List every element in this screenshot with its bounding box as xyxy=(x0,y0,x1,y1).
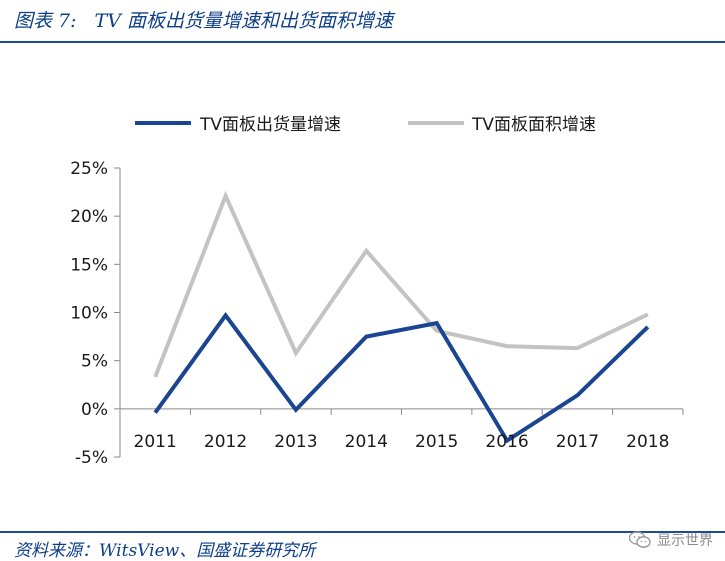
y-tick-label: 5% xyxy=(81,352,108,372)
source-note: 资料来源：WitsView、国盛证券研究所 xyxy=(14,541,316,561)
y-tick-label: 0% xyxy=(81,400,108,420)
watermark-text: 显示世界 xyxy=(657,533,713,549)
y-tick-label: 25% xyxy=(70,159,108,179)
series-line-1 xyxy=(153,312,650,444)
x-tick-label: 2016 xyxy=(485,432,528,452)
chart-axes: -5% 0% 5% 10% 15% 20% 25% xyxy=(70,159,684,468)
x-tick-label: 2018 xyxy=(626,432,669,452)
x-tick-label: 2014 xyxy=(345,432,388,452)
figure-title-text: TV 面板出货量增速和出货面积增速 xyxy=(94,10,393,32)
x-tick-label: 2017 xyxy=(556,432,599,452)
y-tick-label: 20% xyxy=(70,207,108,227)
x-tick-label: 2013 xyxy=(274,432,317,452)
footer-rule xyxy=(0,531,725,533)
header-rule xyxy=(0,41,725,43)
y-tick-label: 15% xyxy=(70,255,108,275)
y-tick-label: 10% xyxy=(70,304,108,324)
wechat-icon xyxy=(629,531,651,548)
line-chart: TV面板出货量增速 TV面板面积增速 -5% 0% 5% 10% 15% 20% 25% 20… xyxy=(70,115,684,468)
x-tick-labels: 2011 2012 2013 2014 2015 2016 2017 2018 xyxy=(134,432,670,452)
series-line-2 xyxy=(153,190,649,378)
legend-label-2: TV面板面积增速 xyxy=(471,115,596,135)
figure-title: 图表 7: TV 面板出货量增速和出货面积增速 xyxy=(14,6,393,33)
chart-series xyxy=(153,190,650,444)
watermark: 显示世界 xyxy=(629,530,713,550)
figure-number: 图表 7: xyxy=(14,10,77,32)
x-tick-label: 2015 xyxy=(415,432,458,452)
y-tick-label: -5% xyxy=(75,448,108,468)
chart-legend: TV面板出货量增速 TV面板面积增速 xyxy=(135,115,596,135)
legend-label-1: TV面板出货量增速 xyxy=(199,115,341,135)
x-tick-label: 2012 xyxy=(204,432,247,452)
x-tick-label: 2011 xyxy=(134,432,177,452)
